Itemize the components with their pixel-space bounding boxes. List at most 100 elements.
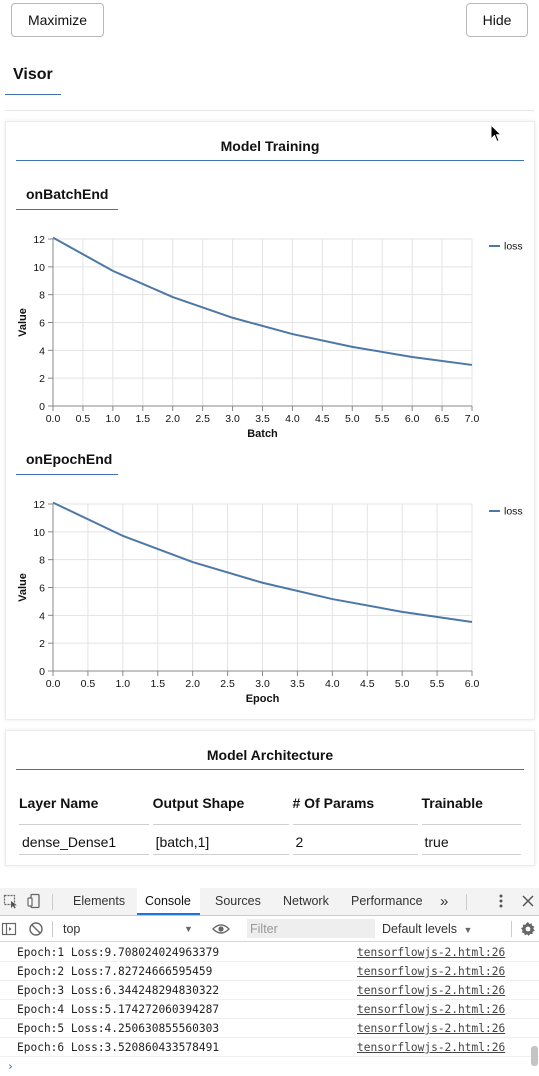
sidebar-toggle-icon[interactable] [1,921,17,937]
table-cell: dense_Dense1 [19,825,149,855]
console-message-text: Epoch:4 Loss:5.174272060394287 [17,1003,220,1016]
clear-console-icon[interactable] [28,921,44,937]
x-axis-label: Epoch [246,693,280,705]
x-axis-label: Batch [247,428,278,440]
log-levels-dropdown[interactable]: Default levels ▼ [382,916,482,942]
series-line-loss [52,236,473,366]
legend-label: loss [504,506,523,518]
context-value: top [63,922,81,936]
table-cell: [batch,1] [152,825,289,855]
x-tick-label: 5.0 [395,678,410,690]
console-message-text: Epoch:2 Loss:7.82724666595459 [17,965,213,978]
x-tick-label: 5.5 [375,413,390,425]
x-tick-label: 5.5 [430,678,445,690]
maximize-button[interactable]: Maximize [11,3,104,37]
console-message-text: Epoch:1 Loss:9.708024024963379 [17,946,220,959]
x-tick-label: 4.5 [360,678,375,690]
tab-console[interactable]: Console [137,888,200,915]
tab-network[interactable]: Network [283,894,329,908]
console-toolbar: top ▼ Default levels ▼ [0,916,539,942]
x-tick-label: 3.5 [290,678,305,690]
source-link[interactable]: tensorflowjs-2.html:26 [357,984,506,997]
divider [511,921,512,937]
tab-sources[interactable]: Sources [215,894,261,908]
column-header: Trainable [421,785,521,825]
source-link[interactable]: tensorflowjs-2.html:26 [357,946,506,959]
table-header-row: Layer Name Output Shape # Of Params Trai… [19,785,521,825]
console-scrollbar[interactable] [531,1046,538,1066]
filter-input[interactable] [247,919,375,938]
gear-icon[interactable] [520,921,536,937]
x-tick-label: 1.5 [150,678,165,690]
more-options-icon[interactable] [494,893,508,909]
y-tick-label: 8 [39,290,45,302]
device-toolbar-icon[interactable] [27,893,43,909]
x-tick-label: 2.5 [220,678,235,690]
console-message: Epoch:3 Loss:6.344248294830322 tensorflo… [0,981,539,1000]
close-icon[interactable] [521,893,535,909]
architecture-table: Layer Name Output Shape # Of Params Trai… [15,785,525,855]
series-line-loss [52,501,473,624]
column-header: Layer Name [19,785,149,825]
x-tick-label: 3.0 [255,678,270,690]
y-tick-label: 0 [39,401,45,413]
console-message: Epoch:2 Loss:7.82724666595459 tensorflow… [0,962,539,981]
y-tick-label: 8 [39,555,45,567]
x-tick-label: 0.5 [76,413,91,425]
source-link[interactable]: tensorflowjs-2.html:26 [357,1041,506,1054]
x-tick-label: 6.5 [435,413,450,425]
inspect-element-icon[interactable] [3,893,19,909]
tab-performance[interactable]: Performance [351,894,423,908]
x-tick-label: 3.5 [255,413,270,425]
y-tick-label: 10 [33,262,45,274]
column-header: Output Shape [152,785,289,825]
hide-button[interactable]: Hide [466,3,528,37]
context-selector[interactable]: top ▼ [63,916,193,942]
y-tick-label: 6 [39,318,45,330]
divider [52,894,53,910]
console-message-text: Epoch:5 Loss:4.250630855560303 [17,1022,220,1035]
console-output: Epoch:1 Loss:9.708024024963379 tensorflo… [0,943,539,1076]
x-tick-label: 0.5 [81,678,96,690]
model-architecture-title: Model Architecture [16,731,524,770]
divider [52,921,53,937]
y-tick-label: 12 [33,234,45,246]
eye-icon[interactable] [212,922,230,936]
x-tick-label: 0.0 [46,678,61,690]
y-tick-label: 2 [39,373,45,385]
x-tick-label: 1.5 [135,413,150,425]
x-tick-label: 6.0 [405,413,420,425]
model-training-title: Model Training [16,122,524,161]
onbatchend-chart: 0.0 0.5 1.0 1.5 2.0 2.5 3.0 3.5 4.0 4.5 5.0 5.5 6.0 6… [17,234,523,440]
model-architecture-panel: Model Architecture Layer Name Output Sha… [5,730,535,866]
console-message: Epoch:6 Loss:3.520860433578491 tensorflo… [0,1038,539,1057]
chevron-down-icon: ▼ [184,924,193,934]
divider [466,894,467,910]
x-tick-label: 1.0 [106,413,121,425]
source-link[interactable]: tensorflowjs-2.html:26 [357,965,506,978]
divider [5,110,534,111]
y-tick-label: 4 [39,610,45,622]
console-message-text: Epoch:3 Loss:6.344248294830322 [17,984,220,997]
x-tick-label: 5.0 [345,413,360,425]
tab-visor[interactable]: Visor [5,66,61,95]
chevron-down-icon: ▼ [463,925,473,935]
mouse-cursor-icon [490,124,502,143]
y-tick-label: 4 [39,345,45,357]
y-tick-label: 6 [39,583,45,595]
more-tabs-button[interactable]: » [440,893,449,910]
tab-elements[interactable]: Elements [73,894,126,908]
model-training-panel: Model Training onBatchEnd 0.0 0.5 1.0 1.5 2.… [5,121,535,720]
source-link[interactable]: tensorflowjs-2.html:26 [357,1022,506,1035]
x-tick-label: 0.0 [46,413,61,425]
y-tick-label: 12 [33,499,45,511]
y-tick-label: 0 [39,666,45,678]
onepochend-subtitle: onEpochEnd [16,446,118,475]
x-tick-label: 7.0 [465,413,480,425]
source-link[interactable]: tensorflowjs-2.html:26 [357,1003,506,1016]
devtools-tab-bar: Elements Console Sources Network Perform… [0,888,539,916]
x-tick-label: 4.0 [285,413,300,425]
x-tick-label: 6.0 [465,678,480,690]
table-cell: 2 [292,825,418,855]
onbatchend-subtitle: onBatchEnd [16,181,118,210]
